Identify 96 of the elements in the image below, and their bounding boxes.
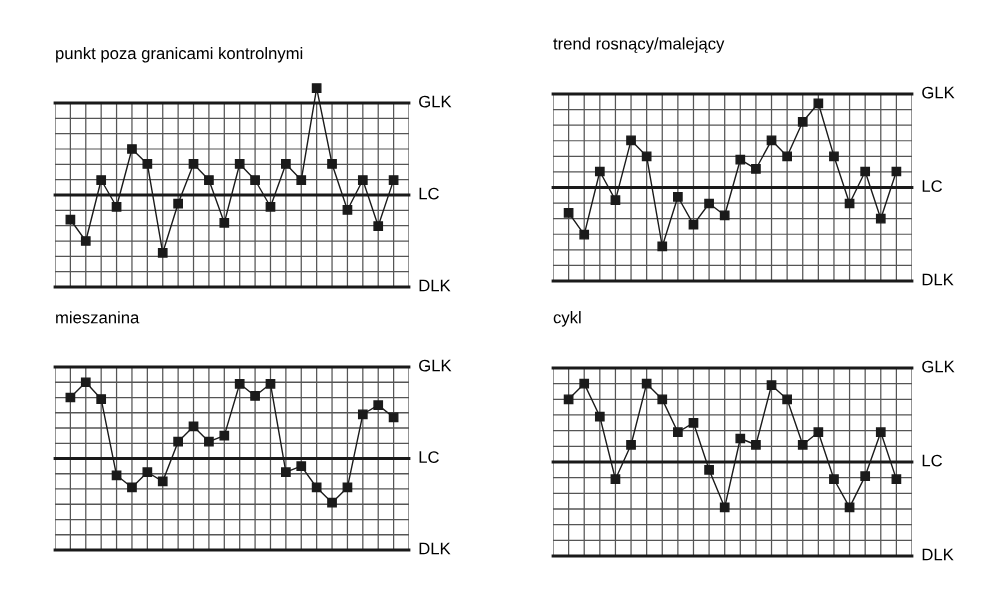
point bbox=[296, 175, 307, 185]
ref-line-label: DLK bbox=[419, 279, 451, 292]
point bbox=[80, 377, 91, 388]
point bbox=[311, 482, 322, 493]
point bbox=[250, 175, 260, 185]
point bbox=[797, 116, 808, 127]
point bbox=[281, 159, 291, 169]
point bbox=[327, 497, 337, 508]
point bbox=[127, 482, 137, 493]
point bbox=[173, 198, 183, 209]
ref-line-label: GLK bbox=[922, 86, 955, 99]
point bbox=[111, 201, 122, 212]
point bbox=[719, 502, 730, 513]
point bbox=[250, 391, 260, 401]
ref-line-label: DLK bbox=[922, 548, 954, 561]
chart-title: punkt poza granicami kontrolnymi bbox=[56, 46, 303, 63]
point bbox=[579, 378, 590, 389]
point bbox=[157, 247, 168, 258]
ref-line-label: DLK bbox=[922, 273, 954, 286]
ref-line-label: GLK bbox=[419, 95, 452, 108]
point bbox=[373, 400, 384, 410]
point bbox=[357, 175, 368, 185]
ref-line-label: GLK bbox=[419, 359, 452, 372]
point bbox=[626, 135, 636, 146]
point bbox=[388, 175, 399, 185]
point bbox=[860, 471, 871, 481]
point bbox=[751, 164, 761, 174]
point bbox=[111, 470, 122, 481]
point bbox=[142, 467, 153, 478]
point bbox=[766, 380, 777, 391]
point bbox=[142, 159, 153, 169]
point bbox=[563, 207, 574, 218]
point bbox=[673, 191, 683, 202]
point bbox=[829, 151, 839, 162]
point bbox=[357, 409, 368, 420]
point bbox=[188, 159, 199, 169]
point bbox=[311, 83, 322, 93]
point bbox=[782, 151, 792, 162]
chart-title: trend rosnący/malejący bbox=[553, 37, 725, 53]
point bbox=[829, 474, 839, 485]
point bbox=[594, 166, 605, 177]
point bbox=[860, 166, 871, 177]
point bbox=[610, 474, 621, 485]
point bbox=[204, 175, 214, 185]
point bbox=[281, 467, 291, 478]
ref-line-label: LC bbox=[922, 180, 943, 192]
point bbox=[234, 378, 245, 389]
point bbox=[641, 151, 652, 162]
ref-line-label: LC bbox=[419, 187, 439, 200]
point bbox=[610, 195, 621, 205]
point bbox=[735, 154, 746, 165]
point bbox=[157, 476, 168, 487]
point bbox=[704, 464, 714, 475]
point bbox=[219, 430, 230, 441]
point bbox=[782, 394, 792, 405]
point bbox=[127, 144, 137, 154]
point bbox=[751, 439, 761, 450]
point bbox=[204, 436, 214, 447]
point bbox=[704, 198, 714, 209]
ref-line-label: LC bbox=[922, 454, 943, 467]
point bbox=[96, 175, 107, 185]
point bbox=[594, 411, 605, 422]
point bbox=[813, 98, 824, 109]
ref-line-label: DLK bbox=[419, 542, 451, 555]
point bbox=[657, 394, 668, 405]
ref-line-label: LC bbox=[419, 451, 439, 463]
chart-title: mieszanina bbox=[56, 311, 140, 324]
point bbox=[388, 412, 399, 423]
point bbox=[265, 201, 276, 212]
point bbox=[327, 159, 337, 169]
point bbox=[719, 210, 730, 221]
point bbox=[563, 394, 574, 405]
point bbox=[641, 378, 652, 389]
point bbox=[891, 474, 902, 485]
point bbox=[219, 217, 230, 228]
point bbox=[875, 427, 886, 438]
chart-title: cykl bbox=[553, 311, 581, 327]
point bbox=[234, 159, 245, 169]
point bbox=[173, 436, 183, 447]
point bbox=[813, 427, 824, 438]
point bbox=[96, 394, 107, 404]
point bbox=[296, 461, 307, 471]
point bbox=[265, 378, 276, 389]
point bbox=[797, 439, 808, 450]
point bbox=[579, 229, 590, 240]
point bbox=[373, 221, 384, 231]
point bbox=[80, 236, 91, 246]
point bbox=[673, 427, 683, 438]
point bbox=[342, 205, 353, 215]
point bbox=[688, 417, 699, 428]
ref-line-label: GLK bbox=[922, 360, 955, 373]
point bbox=[626, 439, 636, 450]
point bbox=[875, 213, 886, 224]
point bbox=[657, 241, 668, 252]
point bbox=[735, 433, 746, 444]
point bbox=[766, 135, 777, 146]
